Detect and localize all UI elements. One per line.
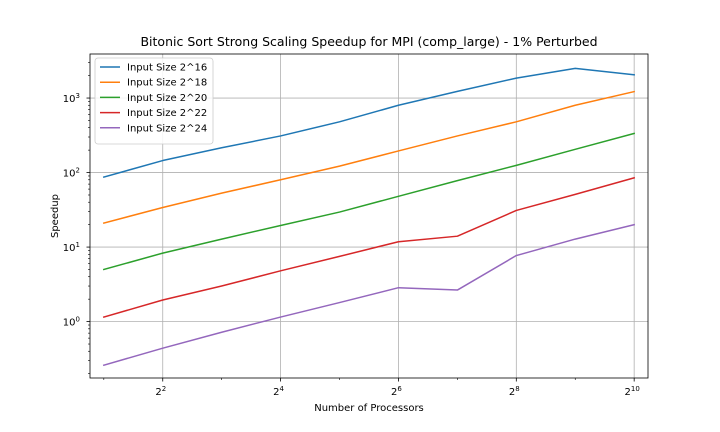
legend-label: Input Size 2^20 xyxy=(127,93,207,104)
legend-label: Input Size 2^22 xyxy=(127,108,207,119)
legend-box xyxy=(94,57,214,145)
legend-label: Input Size 2^24 xyxy=(127,123,207,134)
series-line-4 xyxy=(102,176,636,318)
x-tick-label: 26 xyxy=(391,385,402,398)
legend-label: Input Size 2^16 xyxy=(127,63,207,74)
legend-label: Input Size 2^18 xyxy=(127,78,207,89)
plot-frame xyxy=(89,53,649,379)
legend: Input Size 2^16 Input Size 2^18 Input Size… xyxy=(94,57,214,145)
y-axis-label: Speedup xyxy=(50,194,61,238)
y-tick-label: 101 xyxy=(63,241,80,254)
series-line-2 xyxy=(102,90,636,224)
series-line-3 xyxy=(102,132,636,271)
y-tick-label: 102 xyxy=(63,167,80,180)
y-tick-label: 100 xyxy=(63,316,80,329)
x-tick-label: 28 xyxy=(509,385,520,398)
x-tick-label: 210 xyxy=(625,385,640,398)
series-line-5 xyxy=(102,223,636,367)
tick-marks: 22 24 26 28 210 100 101 102 103 xyxy=(63,62,640,398)
x-axis-label: Number of Processors xyxy=(314,403,424,414)
chart-title: Bitonic Sort Strong Scaling Speedup for … xyxy=(140,34,597,49)
series-lines xyxy=(102,67,636,367)
x-tick-label: 24 xyxy=(273,385,284,398)
x-tick-label: 22 xyxy=(155,385,166,398)
y-tick-label: 103 xyxy=(63,92,80,105)
series-line-1 xyxy=(102,67,635,178)
